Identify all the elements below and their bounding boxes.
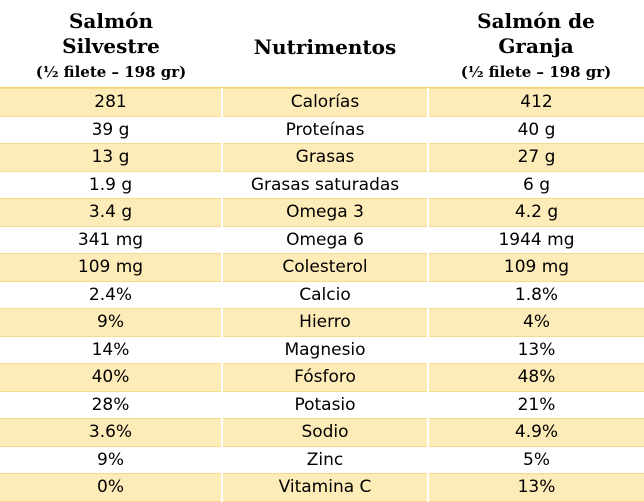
nutrient-name: Potasio bbox=[221, 390, 429, 419]
farm-salmon-value: 13% bbox=[427, 335, 644, 364]
wild-salmon-title-line1: Salmón bbox=[68, 9, 154, 33]
nutrient-name: Calcio bbox=[221, 280, 429, 309]
table-row: 28% Potasio 21% bbox=[0, 390, 644, 419]
nutrient-name: Hierro bbox=[221, 308, 429, 337]
farm-salmon-title-line1: Salmón de bbox=[477, 9, 595, 33]
farm-salmon-value: 412 bbox=[427, 88, 644, 117]
wild-salmon-value: 1.9 g bbox=[0, 170, 223, 199]
farm-salmon-value: 1944 mg bbox=[427, 225, 644, 254]
farm-salmon-value: 4.9% bbox=[427, 418, 644, 447]
table-row: 0% Vitamina C 13% bbox=[0, 473, 644, 502]
header-divider bbox=[0, 87, 644, 89]
wild-salmon-value: 2.4% bbox=[0, 280, 223, 309]
table-row: 341 mg Omega 6 1944 mg bbox=[0, 225, 644, 254]
wild-salmon-value: 9% bbox=[0, 308, 223, 337]
wild-salmon-value: 13 g bbox=[0, 143, 223, 172]
nutrient-name: Grasas bbox=[221, 143, 429, 172]
wild-salmon-title-line2: Silvestre bbox=[62, 34, 160, 58]
farm-salmon-value: 5% bbox=[427, 445, 644, 474]
wild-salmon-value: 28% bbox=[0, 390, 223, 419]
table-row: 2.4% Calcio 1.8% bbox=[0, 280, 644, 309]
table-row: 9% Zinc 5% bbox=[0, 445, 644, 474]
table-row: 3.4 g Omega 3 4.2 g bbox=[0, 198, 644, 227]
wild-salmon-value: 9% bbox=[0, 445, 223, 474]
nutrient-name: Omega 3 bbox=[221, 198, 429, 227]
nutrition-table: 281 Calorías 412 39 g Proteínas 40 g 13 g Grasa… bbox=[0, 88, 644, 502]
nutrients-header: Nutrimentos bbox=[222, 0, 428, 88]
nutrient-name: Omega 6 bbox=[221, 225, 429, 254]
table-row: 9% Hierro 4% bbox=[0, 308, 644, 337]
nutrient-name: Fósforo bbox=[221, 363, 429, 392]
wild-salmon-value: 341 mg bbox=[0, 225, 223, 254]
table-row: 281 Calorías 412 bbox=[0, 88, 644, 117]
nutrient-name: Calorías bbox=[221, 88, 429, 117]
table-row: 13 g Grasas 27 g bbox=[0, 143, 644, 172]
wild-salmon-value: 39 g bbox=[0, 115, 223, 144]
farm-salmon-value: 1.8% bbox=[427, 280, 644, 309]
wild-salmon-value: 109 mg bbox=[0, 253, 223, 282]
wild-salmon-value: 281 bbox=[0, 88, 223, 117]
farm-salmon-serving: (½ filete – 198 gr) bbox=[460, 63, 612, 81]
nutrient-name: Zinc bbox=[221, 445, 429, 474]
nutrient-name: Colesterol bbox=[221, 253, 429, 282]
wild-salmon-header: Salmón Silvestre (½ filete – 198 gr) bbox=[0, 0, 222, 88]
farm-salmon-value: 40 g bbox=[427, 115, 644, 144]
table-row: 1.9 g Grasas saturadas 6 g bbox=[0, 170, 644, 199]
table-row: 14% Magnesio 13% bbox=[0, 335, 644, 364]
wild-salmon-value: 40% bbox=[0, 363, 223, 392]
table-header: Salmón Silvestre (½ filete – 198 gr) Nut… bbox=[0, 0, 644, 88]
farm-salmon-value: 13% bbox=[427, 473, 644, 502]
farm-salmon-value: 27 g bbox=[427, 143, 644, 172]
nutrient-name: Magnesio bbox=[221, 335, 429, 364]
farm-salmon-value: 109 mg bbox=[427, 253, 644, 282]
wild-salmon-value: 0% bbox=[0, 473, 223, 502]
farm-salmon-title-line2: Granja bbox=[498, 34, 574, 58]
wild-salmon-value: 3.6% bbox=[0, 418, 223, 447]
nutrient-name: Proteínas bbox=[221, 115, 429, 144]
nutrient-name: Vitamina C bbox=[221, 473, 429, 502]
nutrition-table-body: 281 Calorías 412 39 g Proteínas 40 g 13 g Grasa… bbox=[0, 88, 644, 502]
farm-salmon-header: Salmón de Granja (½ filete – 198 gr) bbox=[428, 0, 644, 88]
nutrients-title: Nutrimentos bbox=[253, 35, 397, 59]
nutrient-name: Grasas saturadas bbox=[221, 170, 429, 199]
table-row: 109 mg Colesterol 109 mg bbox=[0, 253, 644, 282]
farm-salmon-value: 21% bbox=[427, 390, 644, 419]
wild-salmon-serving: (½ filete – 198 gr) bbox=[35, 63, 187, 81]
wild-salmon-value: 14% bbox=[0, 335, 223, 364]
table-row: 39 g Proteínas 40 g bbox=[0, 115, 644, 144]
wild-salmon-value: 3.4 g bbox=[0, 198, 223, 227]
farm-salmon-value: 4.2 g bbox=[427, 198, 644, 227]
table-row: 3.6% Sodio 4.9% bbox=[0, 418, 644, 447]
table-row: 40% Fósforo 48% bbox=[0, 363, 644, 392]
farm-salmon-value: 48% bbox=[427, 363, 644, 392]
farm-salmon-value: 4% bbox=[427, 308, 644, 337]
farm-salmon-value: 6 g bbox=[427, 170, 644, 199]
nutrient-name: Sodio bbox=[221, 418, 429, 447]
